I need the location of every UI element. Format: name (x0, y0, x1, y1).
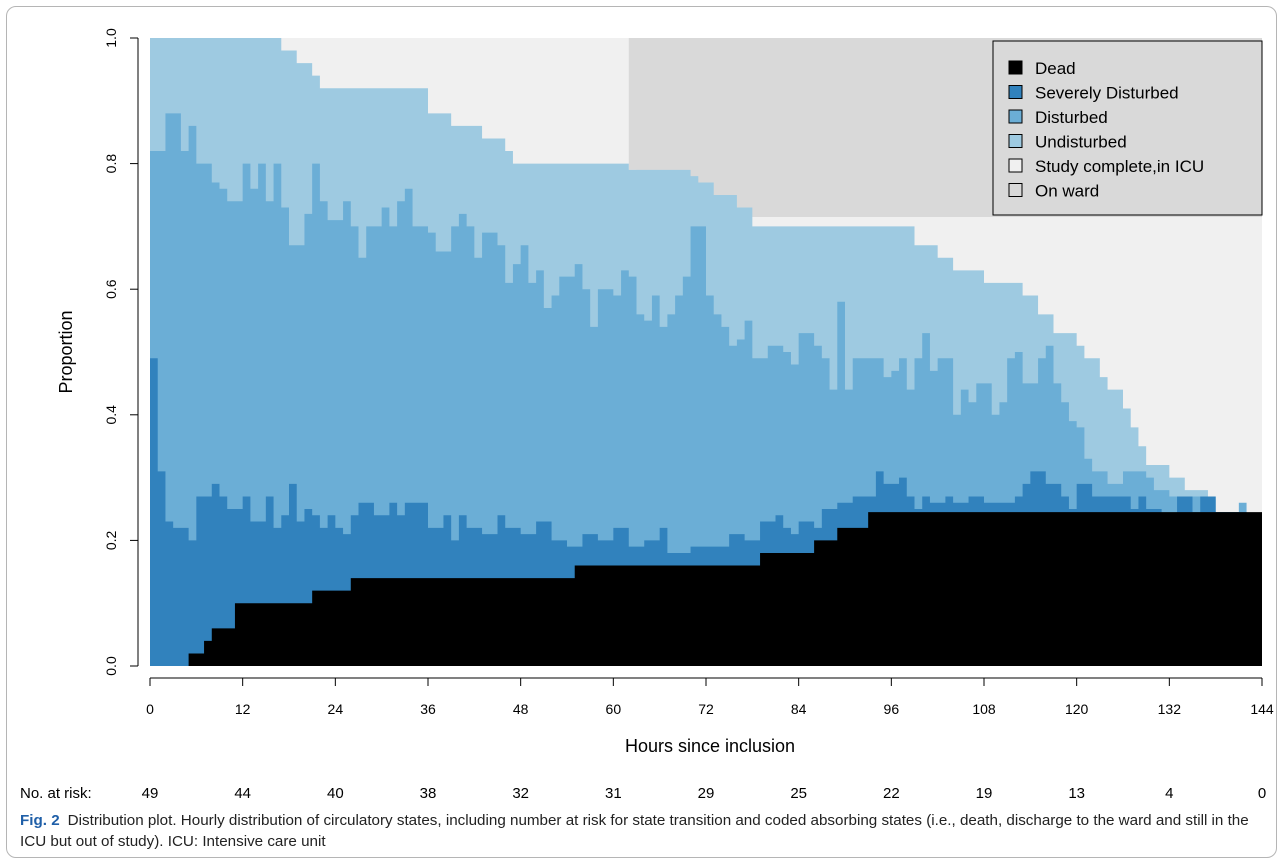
number-at-risk-value: 38 (419, 785, 437, 802)
x-tick-label: 12 (235, 701, 251, 717)
legend-entry: On ward (1035, 182, 1099, 201)
legend-swatch (1008, 109, 1023, 124)
x-tick-label: 120 (1065, 701, 1089, 717)
y-tick-label: 0.8 (103, 154, 119, 174)
x-tick-label: 96 (884, 701, 900, 717)
legend-swatch (1008, 85, 1023, 99)
number-at-risk-label: No. at risk: (20, 785, 92, 802)
area-dead (150, 512, 1262, 666)
number-at-risk-value: 29 (697, 785, 715, 802)
distribution-plot: 0 12 24 36 48 60 72 84 96 108 120 132 144 0.00.20.40… (56, 28, 1274, 756)
y-tick-label: 0.2 (103, 530, 119, 550)
figure-frame (6, 6, 1277, 858)
y-axis: 0.0 0.2 0.4 0.6 0.8 1.0 (103, 28, 139, 676)
x-tick-label: 48 (513, 701, 529, 717)
number-at-risk-value: 25 (790, 785, 807, 802)
x-tick-label: 84 (791, 701, 807, 717)
y-tick-label: 0.6 (103, 279, 119, 299)
number-at-risk-value: 32 (512, 785, 529, 802)
caption-text: Distribution plot. Hourly distribution o… (20, 812, 1249, 850)
number-at-risk-value: 13 (1068, 785, 1085, 802)
legend-swatch (1008, 183, 1023, 197)
y-tick-label: 0.4 (103, 405, 119, 425)
legend-swatch (1008, 134, 1023, 148)
y-tick-label: 1.0 (103, 28, 119, 48)
legend-swatch (1008, 60, 1023, 75)
x-tick-label: 132 (1158, 701, 1182, 717)
figure-caption: Fig. 2 Distribution plot. Hourly distribu… (20, 810, 1265, 852)
y-tick-label: 0.0 (103, 656, 119, 676)
number-at-risk-value: 40 (326, 785, 344, 802)
legend-entry: Disturbed (1035, 108, 1108, 127)
x-tick-label: 36 (420, 701, 436, 717)
x-tick-label: 60 (606, 701, 622, 717)
x-tick-label: 24 (328, 701, 344, 717)
number-at-risk-value: 22 (882, 785, 900, 802)
legend-box (992, 40, 1263, 216)
plot-area (150, 38, 1262, 667)
number-at-risk-row: No. at risk: 49 44 40 38 32 31 29 25 22 19 13 4 0 (0, 785, 1285, 805)
x-tick-label: 72 (698, 701, 714, 717)
x-tick-label: 144 (1250, 701, 1274, 717)
legend-entry: Dead (1035, 59, 1076, 78)
number-at-risk-value: 49 (141, 785, 159, 802)
x-axis-title: Hours since inclusion (625, 736, 795, 756)
number-at-risk-value: 31 (604, 785, 622, 802)
y-axis-title: Proportion (56, 310, 76, 393)
legend-entry: Undisturbed (1035, 133, 1127, 152)
x-tick-label: 0 (146, 701, 154, 717)
legend-entry: Study complete,in ICU (1035, 157, 1204, 176)
legend: Dead Severely Disturbed Disturbed Undisturb… (992, 40, 1263, 216)
legend-entry: Severely Disturbed (1035, 84, 1179, 103)
x-axis: 0 12 24 36 48 60 72 84 96 108 120 132 144 (146, 677, 1274, 717)
number-at-risk-value: 19 (975, 785, 993, 802)
number-at-risk-value: 4 (1165, 785, 1174, 802)
x-tick-label: 108 (972, 701, 996, 717)
number-at-risk-value: 0 (1257, 785, 1267, 802)
legend-swatch (1008, 158, 1023, 173)
figure-label: Fig. 2 (20, 812, 60, 829)
number-at-risk-value: 44 (234, 785, 251, 802)
